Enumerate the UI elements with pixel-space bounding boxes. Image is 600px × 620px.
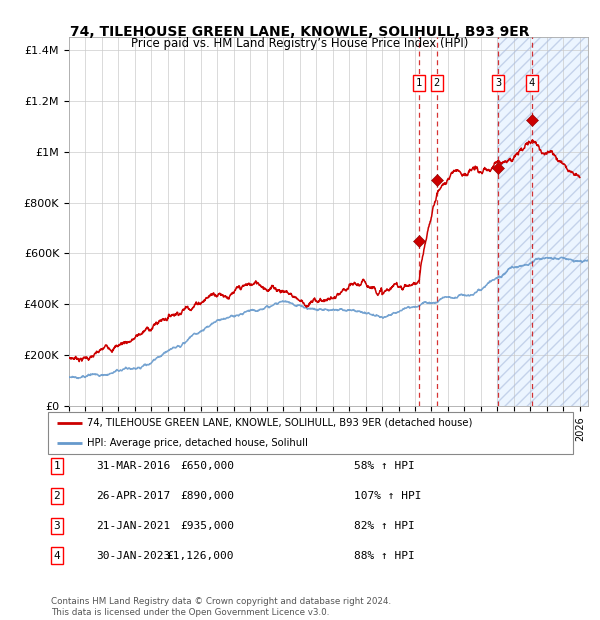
Text: 26-APR-2017: 26-APR-2017: [96, 491, 170, 501]
Text: 2: 2: [434, 78, 440, 88]
Text: 74, TILEHOUSE GREEN LANE, KNOWLE, SOLIHULL, B93 9ER: 74, TILEHOUSE GREEN LANE, KNOWLE, SOLIHU…: [70, 25, 530, 39]
Text: £890,000: £890,000: [180, 491, 234, 501]
Text: £1,126,000: £1,126,000: [167, 551, 234, 560]
Text: 58% ↑ HPI: 58% ↑ HPI: [354, 461, 415, 471]
Text: 4: 4: [529, 78, 535, 88]
Text: 107% ↑ HPI: 107% ↑ HPI: [354, 491, 421, 501]
Text: Contains HM Land Registry data © Crown copyright and database right 2024.
This d: Contains HM Land Registry data © Crown c…: [51, 598, 391, 617]
Text: 74, TILEHOUSE GREEN LANE, KNOWLE, SOLIHULL, B93 9ER (detached house): 74, TILEHOUSE GREEN LANE, KNOWLE, SOLIHU…: [88, 418, 473, 428]
Text: HPI: Average price, detached house, Solihull: HPI: Average price, detached house, Soli…: [88, 438, 308, 448]
Text: 1: 1: [53, 461, 61, 471]
Text: 3: 3: [495, 78, 502, 88]
Text: £935,000: £935,000: [180, 521, 234, 531]
Text: 31-MAR-2016: 31-MAR-2016: [96, 461, 170, 471]
Text: 2: 2: [53, 491, 61, 501]
Text: 3: 3: [53, 521, 61, 531]
Bar: [497, 37, 588, 406]
Text: 30-JAN-2023: 30-JAN-2023: [96, 551, 170, 560]
Bar: [497, 37, 588, 406]
Text: Price paid vs. HM Land Registry’s House Price Index (HPI): Price paid vs. HM Land Registry’s House …: [131, 37, 469, 50]
Text: 4: 4: [53, 551, 61, 560]
Text: 1: 1: [416, 78, 422, 88]
Text: 88% ↑ HPI: 88% ↑ HPI: [354, 551, 415, 560]
Text: 82% ↑ HPI: 82% ↑ HPI: [354, 521, 415, 531]
Text: £650,000: £650,000: [180, 461, 234, 471]
Text: 21-JAN-2021: 21-JAN-2021: [96, 521, 170, 531]
